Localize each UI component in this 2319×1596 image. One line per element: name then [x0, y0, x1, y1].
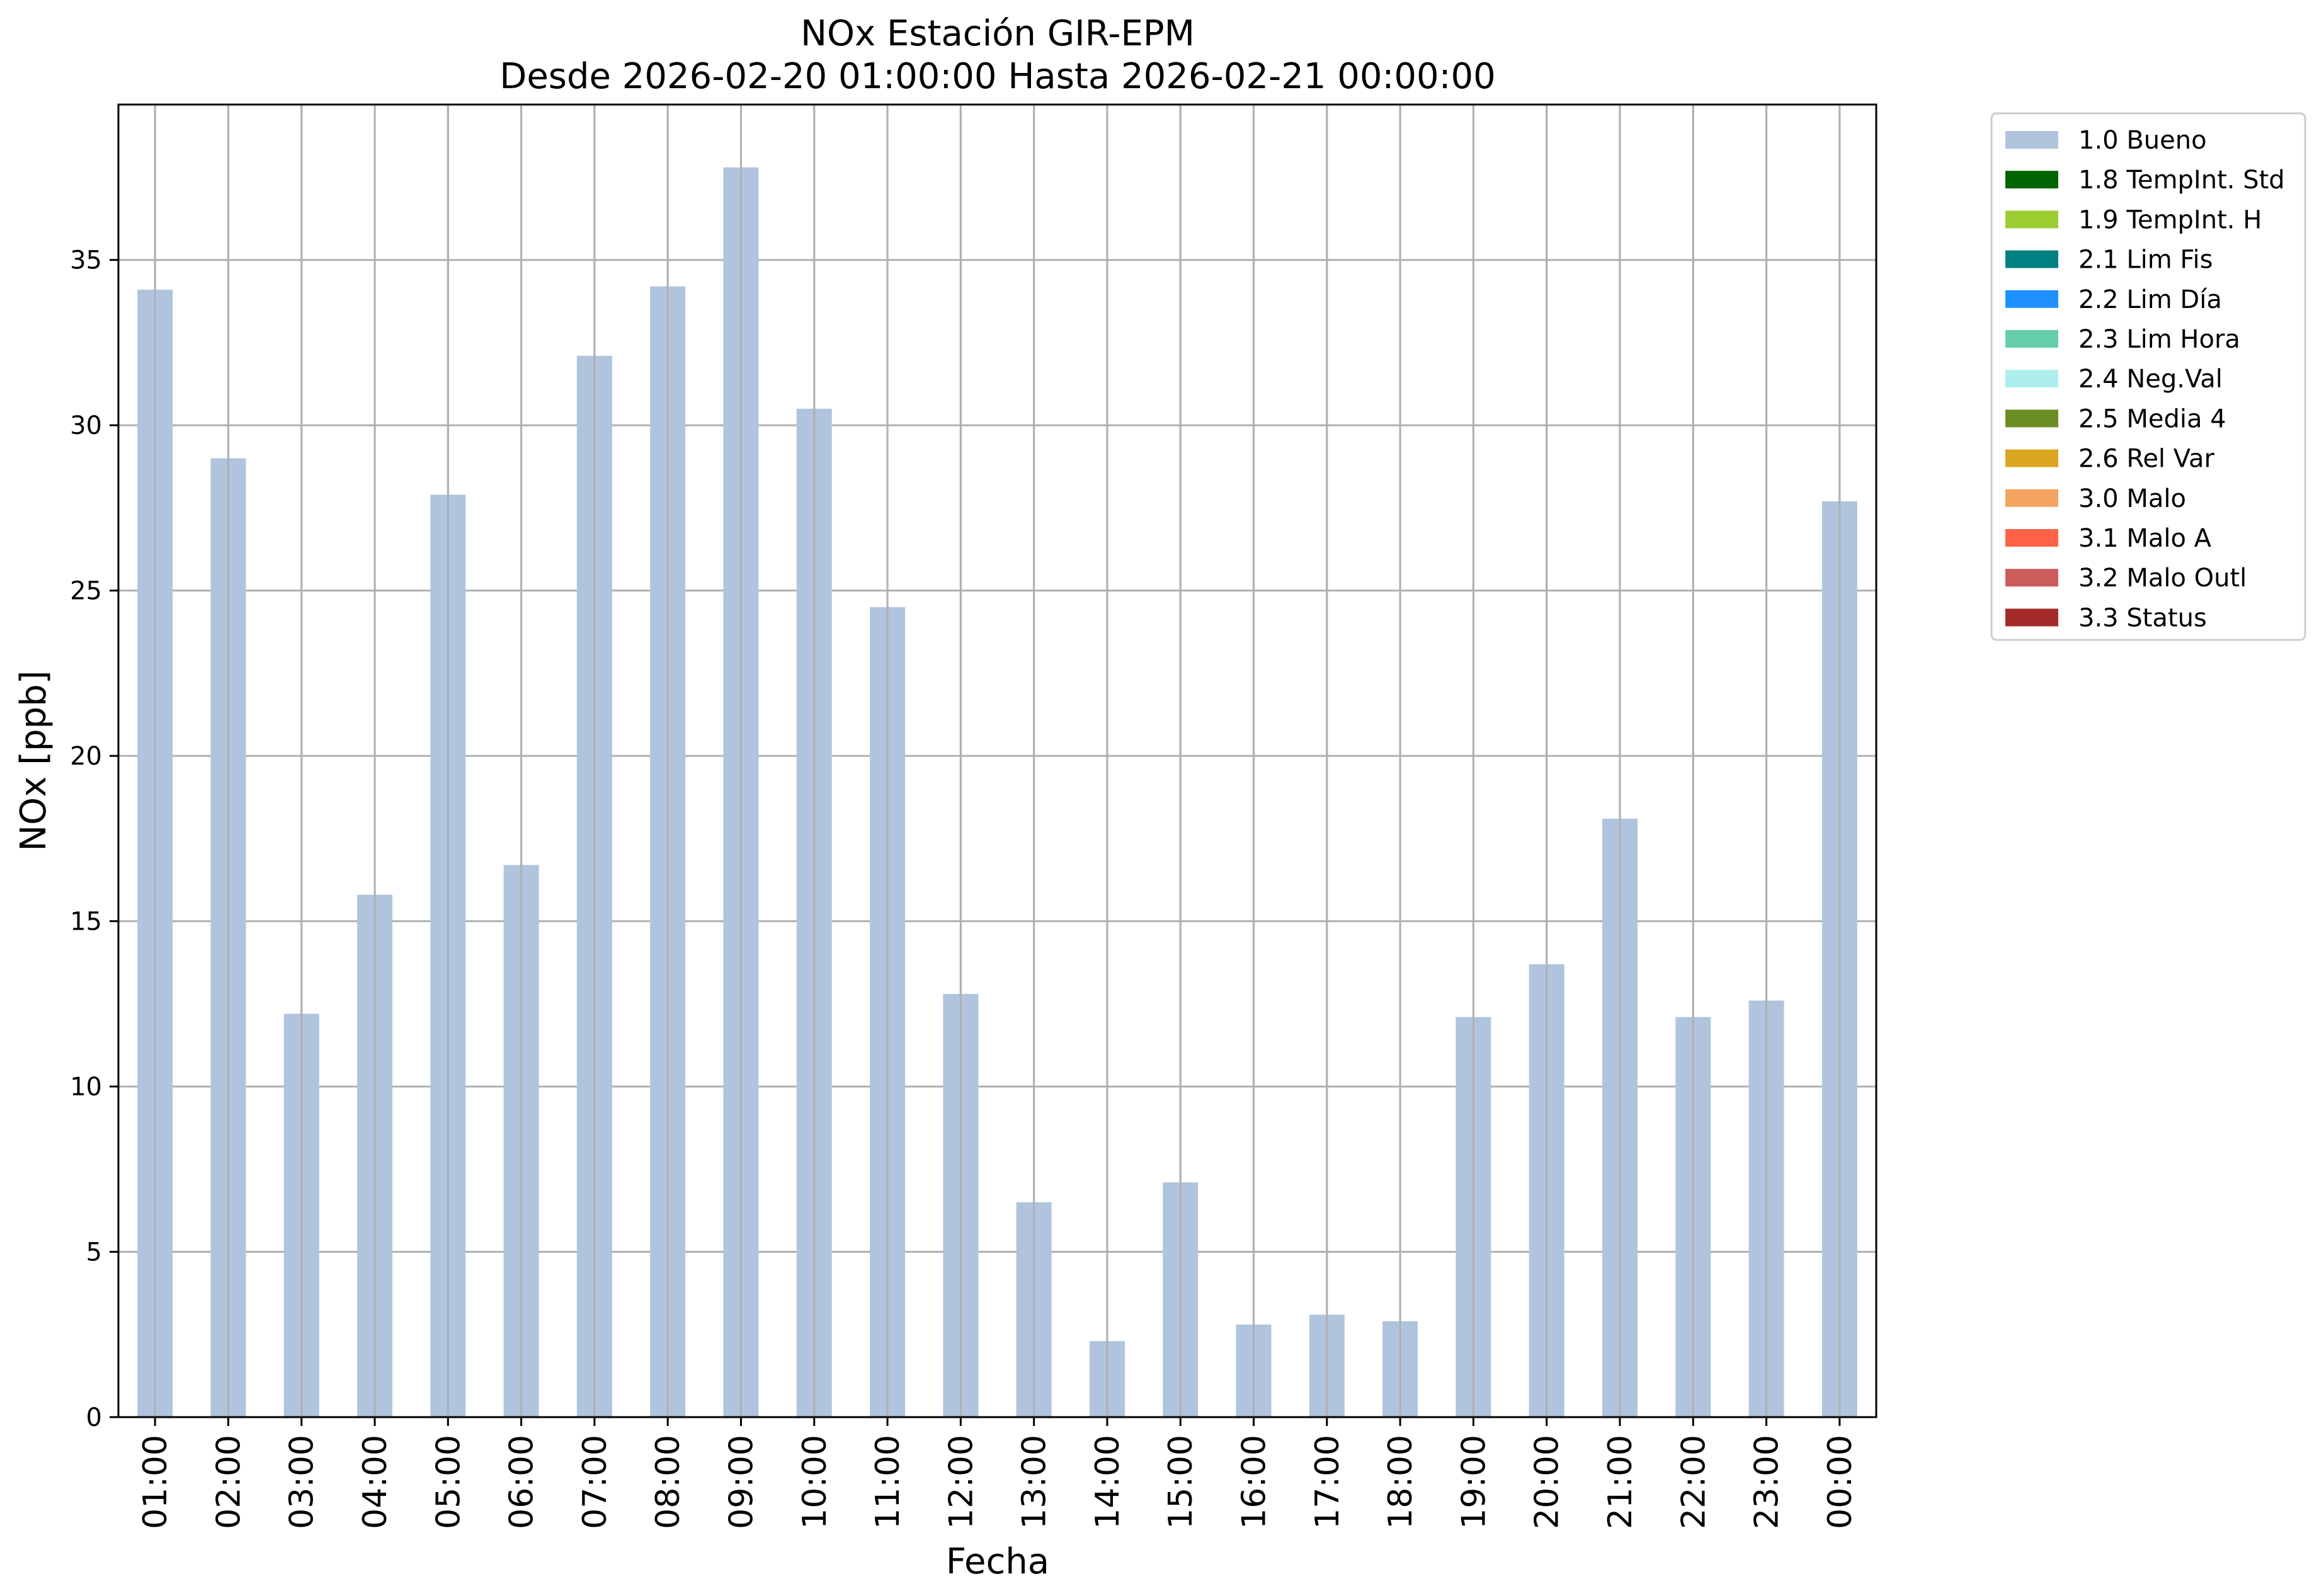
legend-swatch: [2005, 529, 2058, 547]
x-tick-label: 03:00: [283, 1435, 321, 1529]
y-tick-label: 25: [70, 577, 102, 606]
legend-swatch: [2005, 131, 2058, 149]
legend-label: 3.0 Malo: [2078, 484, 2186, 513]
x-tick-label: 18:00: [1382, 1435, 1420, 1529]
y-tick-label: 10: [70, 1073, 102, 1102]
legend-label: 2.4 Neg.Val: [2078, 365, 2223, 394]
x-axis-ticks: 01:00 02:00 03:00 04:00 05:00 06:00 07:00 08:00…: [137, 1417, 1859, 1529]
y-tick-label: 5: [86, 1238, 102, 1267]
x-tick-label: 21:00: [1602, 1435, 1639, 1529]
legend-label: 2.5 Media 4: [2078, 404, 2226, 433]
x-tick-label: 23:00: [1748, 1435, 1786, 1529]
x-tick-label: 05:00: [430, 1435, 467, 1529]
legend-label: 2.3 Lim Hora: [2078, 325, 2240, 354]
y-tick-label: 30: [70, 411, 102, 440]
legend-swatch: [2005, 569, 2058, 587]
x-tick-label: 01:00: [137, 1435, 174, 1529]
x-tick-label: 22:00: [1675, 1435, 1712, 1529]
legend-label: 2.2 Lim Día: [2078, 285, 2222, 314]
legend-label: 1.0 Bueno: [2078, 126, 2207, 155]
x-tick-label: 10:00: [796, 1435, 834, 1529]
legend-label: 2.6 Rel Var: [2078, 445, 2215, 474]
x-tick-label: 14:00: [1089, 1435, 1127, 1529]
x-tick-label: 00:00: [1821, 1435, 1859, 1529]
x-tick-label: 13:00: [1016, 1435, 1054, 1529]
legend-swatch: [2005, 330, 2058, 348]
y-axis-ticks: 0 5 10 15 20 25 30 35: [70, 246, 118, 1432]
x-tick-label: 09:00: [722, 1435, 760, 1529]
x-tick-label: 06:00: [503, 1435, 541, 1529]
legend-label: 3.3 Status: [2078, 603, 2207, 632]
x-grid-over: [154, 105, 1841, 1417]
legend-swatch: [2005, 290, 2058, 308]
legend-label: 1.8 TempInt. Std: [2078, 166, 2285, 195]
x-tick-label: 04:00: [356, 1435, 394, 1529]
legend-swatch: [2005, 370, 2058, 388]
plot-frame: [117, 103, 1877, 1418]
y-tick-label: 20: [70, 742, 102, 771]
legend-swatch: [2005, 489, 2058, 507]
x-tick-label: 20:00: [1529, 1435, 1566, 1529]
y-axis-label: NOx [ppb]: [13, 670, 54, 851]
x-tick-label: 19:00: [1455, 1435, 1493, 1529]
x-tick-label: 15:00: [1162, 1435, 1200, 1529]
x-tick-label: 17:00: [1309, 1435, 1347, 1529]
y-tick-label: 35: [70, 246, 102, 275]
x-tick-label: 16:00: [1236, 1435, 1273, 1529]
legend-swatch: [2005, 449, 2058, 467]
legend: 1.0 Bueno 1.8 TempInt. Std 1.9 TempInt. H 2…: [1990, 112, 2306, 641]
legend-label: 2.1 Lim Fis: [2078, 246, 2213, 275]
legend-swatch: [2005, 171, 2058, 189]
legend-swatch: [2005, 608, 2058, 627]
legend-label: 3.2 Malo Outl: [2078, 564, 2247, 593]
chart-title-line2: Desde 2026-02-20 01:00:00 Hasta 2026-02-…: [499, 56, 1496, 97]
x-tick-label: 11:00: [869, 1435, 907, 1529]
x-axis-label: Fecha: [946, 1541, 1049, 1582]
y-grid: [118, 259, 1876, 1418]
legend-swatch: [2005, 210, 2058, 229]
y-tick-label: 15: [70, 908, 102, 937]
legend-label: 3.1 Malo A: [2078, 524, 2212, 553]
chart-title-line1: NOx Estación GIR-EPM: [801, 13, 1195, 54]
y-tick-label: 0: [86, 1403, 102, 1432]
x-tick-label: 12:00: [942, 1435, 980, 1529]
legend-swatch: [2005, 409, 2058, 428]
x-tick-label: 02:00: [210, 1435, 248, 1529]
x-tick-label: 07:00: [576, 1435, 614, 1529]
legend-label: 1.9 TempInt. H: [2078, 205, 2262, 234]
legend-swatch: [2005, 250, 2058, 268]
x-tick-label: 08:00: [649, 1435, 687, 1529]
legend-frame: [1990, 112, 2306, 641]
